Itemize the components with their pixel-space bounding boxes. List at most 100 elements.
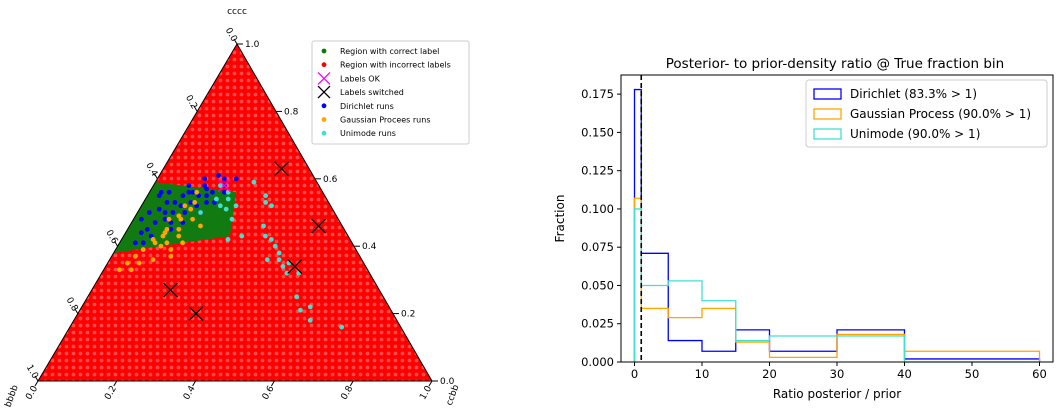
legend-swatch [813,128,842,140]
x-tick-label: 40 [897,367,912,381]
point-dirichlet-runs [162,216,168,222]
tick-left [153,173,158,180]
y-tick-label: 0.050 [581,278,614,292]
tick-label-bottom: 0.8 [340,384,356,402]
point-unimode-runs [294,294,299,300]
tick-label-left: 0.4 [143,161,159,179]
point-dirichlet-runs [190,189,196,195]
tick-label-bottom: 1.0 [418,384,434,402]
point-unimode-runs [272,243,278,249]
tick-left [233,38,238,45]
point-dirichlet-runs [233,176,239,182]
point-gaussian-procees-runs [180,240,186,246]
point-gaussian-procees-runs [158,243,164,249]
point-unimode-runs [223,206,229,212]
label-switched-marker [188,306,204,322]
tick-left [74,308,79,314]
point-unimode-runs [276,257,282,263]
incorrect-region-texture [38,44,432,381]
point-gaussian-procees-runs [198,223,203,229]
x-tick-label: 10 [695,367,710,381]
point-dirichlet-runs [182,210,188,215]
point-gaussian-procees-runs [132,253,138,259]
point-unimode-runs [264,257,270,263]
point-gaussian-procees-runs [176,226,182,232]
x-tick-label: 50 [965,367,980,381]
point-unimode-runs [280,264,286,269]
y-axis-label: Fraction [553,195,567,243]
point-dirichlet-runs [186,183,192,188]
tick-bottom [428,380,433,387]
tick-label-right: 0.4 [362,242,377,252]
point-gaussian-procees-runs [162,230,168,236]
point-unimode-runs [229,216,235,222]
point-gaussian-procees-runs [152,240,158,246]
point-unimode-runs [218,183,223,188]
point-unimode-runs [263,233,268,239]
x-tick-label: 0 [631,367,638,381]
point-gaussian-procees-runs [188,206,194,212]
ternary-plot: 0.0 0.0 0.0 0.2 0.2 0.2 0.4 0.4 0.4 0.6 0.6 0.6 0.8 0… [4,7,470,408]
point-gaussian-procees-runs [168,247,174,252]
legend-label: Labels switched [340,88,404,97]
legend-label: Dirichlet runs [340,102,394,111]
point-gaussian-procees-runs [176,233,182,239]
point-dirichlet-runs [152,220,158,226]
label-switched-marker [163,282,178,298]
ternary-legend [311,40,470,145]
point-unimode-runs [276,250,282,256]
tick-label-bottom: 0.4 [182,384,198,402]
tick-label-right: 0.8 [284,107,299,117]
label-switched-marker [287,258,303,274]
point-unimode-runs [198,210,203,215]
legend-label: Labels OK [340,74,381,83]
point-dirichlet-runs [156,206,162,212]
label-ok-marker [217,179,231,192]
tick-label-left: 0.6 [103,228,119,246]
point-dirichlet-runs [178,203,184,209]
y-tick-label: 0.175 [581,87,614,101]
y-tick-label: 0.100 [581,202,614,216]
point-dirichlet-runs [132,240,138,246]
point-dirichlet-runs [221,176,227,182]
point-dirichlet-runs [210,189,215,195]
legend-label: Region with incorrect labels [340,61,451,70]
histogram-plot: 0 10 20 30 40 50 60 0.000 0.025 0.050 0.075 0.100 0.… [553,56,1054,401]
chart-title: Posterior- to prior-density ratio @ True… [666,56,1004,72]
point-dirichlet-runs [180,193,186,199]
legend-marker [321,62,327,68]
point-dirichlet-runs [139,216,144,222]
point-unimode-runs [307,304,313,310]
point-dirichlet-runs [140,240,146,246]
tick-label-right: 0.6 [323,175,338,185]
point-dirichlet-runs [186,189,192,195]
point-dirichlet-runs [138,230,144,236]
point-unimode-runs [307,317,313,323]
legend-label: Gaussian Process (90.0% > 1) [850,107,1031,121]
point-unimode-runs [339,324,345,330]
point-unimode-runs [263,193,269,199]
correct-region [113,182,237,253]
point-dirichlet-runs [162,210,168,215]
point-unimode-runs [239,233,245,239]
legend-label: Region with correct label [340,47,439,56]
point-unimode-runs [268,237,274,242]
x-axis-label: Ratio posterior / prior [773,387,901,401]
point-dirichlet-runs [188,199,194,205]
point-unimode-runs [213,196,219,202]
point-gaussian-procees-runs [168,253,174,259]
tick-label-bottom: 0.6 [261,384,277,402]
point-unimode-runs [298,307,303,313]
y-tick-label: 0.150 [581,125,614,139]
point-unimode-runs [251,179,257,185]
legend-marker [321,103,327,109]
point-dirichlet-runs [221,189,227,195]
point-dirichlet-runs [204,193,209,199]
point-dirichlet-runs [144,226,150,232]
legend-swatch [813,108,842,120]
point-gaussian-procees-runs [182,203,188,209]
point-gaussian-procees-runs [164,240,170,246]
axis-label-bottom-left: bbbb [4,384,21,408]
tick-left [114,240,119,247]
